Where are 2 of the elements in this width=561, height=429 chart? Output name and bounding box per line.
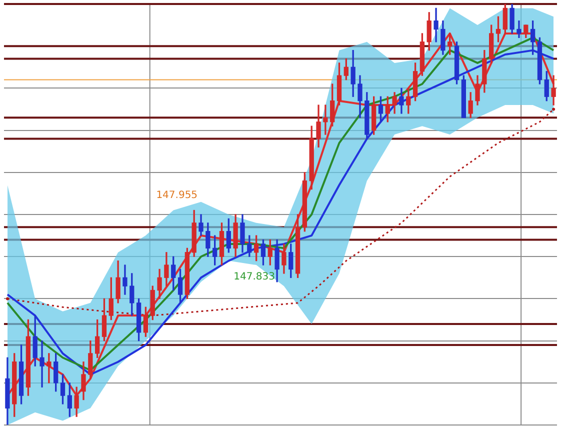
annotation: 147.955 [156, 190, 198, 202]
annotation: 147.833 [234, 271, 275, 282]
